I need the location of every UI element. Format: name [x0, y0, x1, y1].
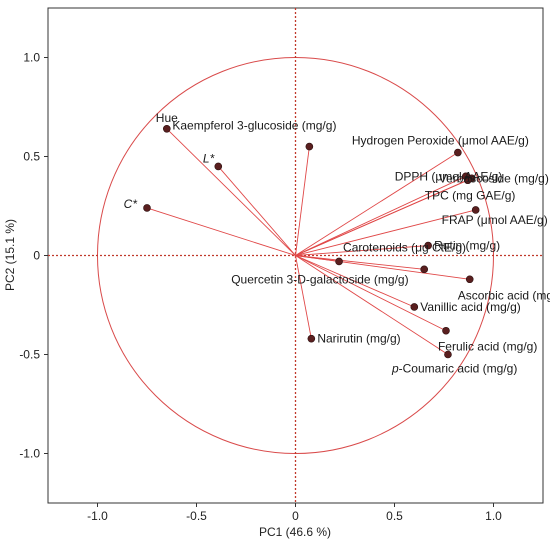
loading-point	[463, 176, 472, 185]
loading-point	[214, 162, 223, 171]
variable-label: Rutin (mg/g)	[434, 239, 500, 253]
variable-label: FRAP (μmol AAE/g)	[442, 213, 548, 227]
loading-vector	[146, 207, 296, 256]
x-axis-title: PC1 (46.6 %)	[259, 525, 331, 539]
loading-vector	[295, 179, 468, 256]
x-tick-label: 0.5	[386, 509, 403, 523]
variable-label: TPC (mg GAE/g)	[425, 188, 516, 202]
loading-point	[163, 124, 171, 133]
x-tick-label: -0.5	[186, 509, 207, 523]
y-axis-ticks: -1.0 -0.5 0 0.5 1.0	[19, 51, 48, 461]
loading-point	[305, 142, 314, 151]
x-tick-label: 1.0	[485, 509, 502, 523]
variable-label: C*	[124, 197, 138, 211]
loading-vectors	[146, 128, 476, 355]
loading-point	[442, 326, 450, 335]
loading-vector	[295, 255, 312, 339]
y-tick-label: 0.5	[23, 150, 40, 164]
variable-label: Hue	[156, 111, 178, 125]
loading-vector	[295, 209, 476, 256]
x-tick-label: -1.0	[87, 509, 108, 523]
loading-vector	[295, 152, 459, 256]
loading-vector	[295, 146, 310, 256]
loading-vector	[295, 255, 447, 332]
loading-point	[143, 204, 151, 212]
loading-point	[465, 275, 474, 284]
loading-vector	[295, 245, 429, 256]
loading-point	[307, 334, 316, 343]
loading-points	[143, 124, 480, 359]
y-tick-label: -0.5	[19, 348, 40, 362]
loading-vector	[295, 255, 449, 355]
loading-point	[424, 241, 432, 250]
loading-point	[420, 265, 429, 274]
loading-point	[471, 206, 480, 214]
loading-vector	[295, 175, 466, 256]
loading-vector	[295, 255, 425, 270]
variable-label: L*	[203, 151, 215, 165]
loading-vector	[295, 255, 415, 308]
variable-label: Hydrogen Peroxide (μmol AAE/g)	[352, 134, 529, 148]
y-tick-label: -1.0	[19, 447, 40, 461]
variable-label: p-Coumaric acid (mg/g)	[391, 362, 517, 376]
y-axis-title: PC2 (15.1 %)	[3, 219, 17, 291]
x-tick-label: 0	[292, 509, 299, 523]
loading-vector	[217, 166, 296, 256]
variable-label: Ferulic acid (mg/g)	[438, 340, 537, 354]
variable-label: Kaempferol 3-glucoside (mg/g)	[172, 119, 336, 133]
variable-label: Ascorbic acid (mg/g)	[458, 288, 550, 302]
variable-label: Vanillic acid (mg/g)	[420, 300, 520, 314]
variable-label: Carotenoids (μg CtE/g)	[343, 240, 466, 254]
y-tick-label: 0	[33, 249, 40, 263]
variable-label: Verbascoside (mg/g)	[439, 171, 549, 185]
variable-label: Narirutin (mg/g)	[317, 332, 400, 346]
loading-point	[410, 303, 419, 311]
loading-point	[444, 350, 452, 359]
y-tick-label: 1.0	[23, 51, 40, 65]
loading-point	[454, 148, 462, 157]
loading-vector	[295, 255, 470, 280]
x-axis-ticks: -1.0 -0.5 0 0.5 1.0	[87, 503, 502, 523]
variable-label: DPPH (μmol AAE/g)	[395, 169, 503, 183]
loading-point	[335, 257, 343, 266]
loading-vector	[166, 128, 296, 256]
variable-label: Quercetin 3-D-galactoside (mg/g)	[231, 272, 408, 286]
